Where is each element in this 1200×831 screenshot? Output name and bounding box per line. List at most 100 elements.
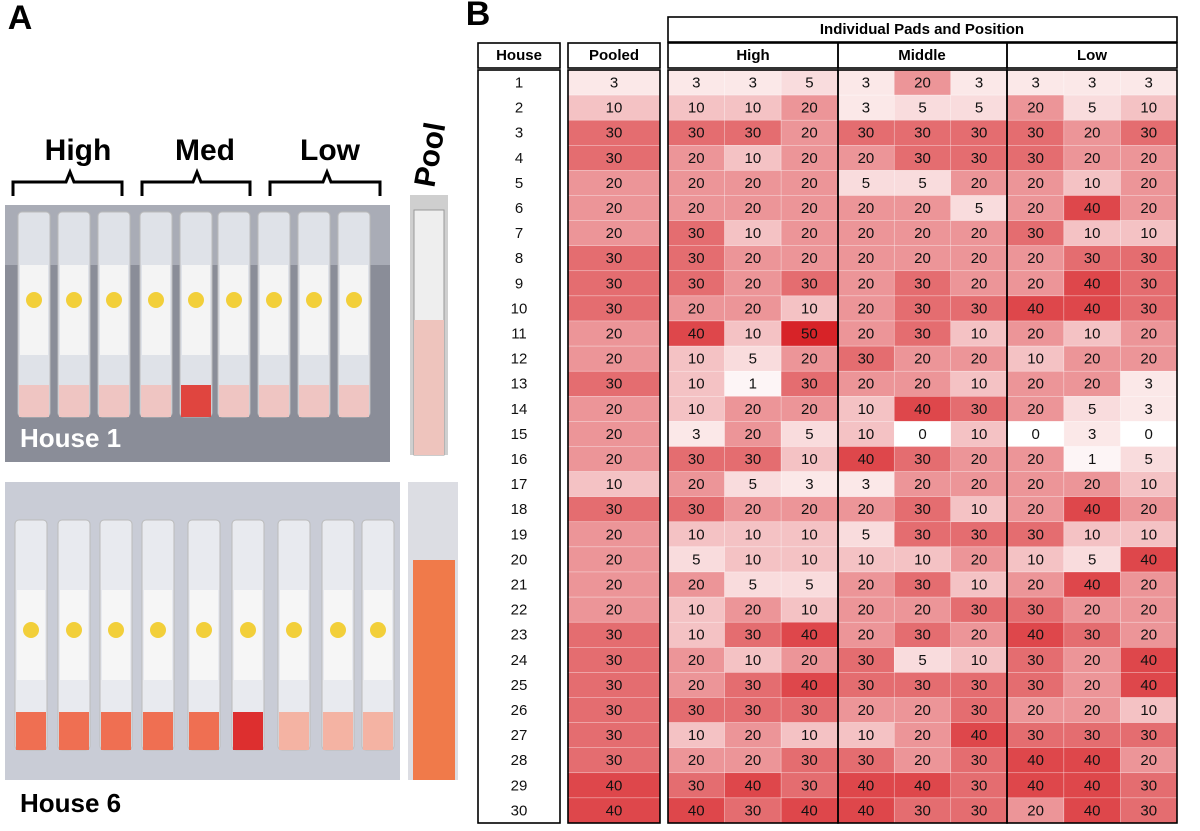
cell-value: 20 [606, 526, 623, 543]
cell-value: 10 [744, 100, 761, 117]
cell-value: 20 [858, 225, 875, 242]
cell-value: 30 [914, 300, 931, 317]
cell-value: 20 [744, 200, 761, 217]
heat-cell [950, 521, 1008, 548]
vial-liquid [143, 712, 173, 750]
cell-value: 30 [914, 326, 931, 343]
cell-value: 20 [1140, 627, 1157, 644]
cell-value: 20 [858, 200, 875, 217]
cell-value: 30 [606, 150, 623, 167]
heat-cell [837, 546, 895, 573]
heat-cell [950, 697, 1008, 723]
cell-value: 20 [1084, 376, 1101, 393]
cell-value: 10 [1084, 225, 1101, 242]
heat-cell [1120, 571, 1178, 598]
cell-value: 30 [971, 677, 988, 694]
heat-cell [667, 245, 725, 272]
heat-cell [667, 145, 725, 171]
cell-value: 20 [801, 150, 818, 167]
vial-liquid [99, 385, 129, 417]
heat-cell [667, 621, 725, 648]
house-number: 30 [511, 802, 528, 819]
brackets [11, 167, 382, 196]
cell-value: 30 [914, 677, 931, 694]
cell-value: 5 [805, 426, 813, 443]
heat-cell [724, 647, 782, 673]
vial-sticker [150, 622, 166, 638]
house-number: 3 [515, 125, 523, 142]
heat-cell [837, 521, 895, 548]
cell-value: 10 [744, 150, 761, 167]
cell-value: 40 [1084, 501, 1101, 518]
cell-value: 10 [914, 551, 931, 568]
cell-value: 3 [805, 476, 813, 493]
heat-cell [893, 320, 952, 347]
cell-value: 20 [914, 727, 931, 744]
heat-cell [950, 747, 1008, 774]
cell-value: 20 [1140, 175, 1157, 192]
cell-value: 20 [744, 275, 761, 292]
heat-cell [1120, 145, 1178, 171]
heat-cell [667, 195, 725, 221]
house-number: 29 [511, 777, 528, 794]
cell-value: 40 [1027, 627, 1044, 644]
cell-value: 10 [971, 326, 988, 343]
heat-cell [893, 596, 952, 623]
cell-value: 20 [971, 351, 988, 368]
cell-value: 20 [1084, 652, 1101, 669]
heat-cell [1063, 145, 1121, 171]
cell-value: 3 [862, 100, 870, 117]
cell-value: 40 [858, 451, 875, 468]
cell-value: 5 [918, 652, 926, 669]
cell-value: 40 [1140, 677, 1157, 694]
house-number: 25 [511, 677, 528, 694]
heat-cell [1063, 446, 1121, 472]
cell-value: 10 [1027, 551, 1044, 568]
header: House [496, 47, 542, 64]
cell-value: 10 [858, 551, 875, 568]
heat-cell [837, 195, 895, 221]
cell-value: 30 [914, 526, 931, 543]
cell-value: 30 [606, 275, 623, 292]
cell-value: 20 [1140, 200, 1157, 217]
cell-value: 10 [801, 602, 818, 619]
heat-cell [724, 471, 782, 497]
heat-cell [567, 546, 661, 573]
heat-cell [837, 295, 895, 322]
heat-cell [567, 596, 661, 623]
cell-value: 30 [606, 727, 623, 744]
cell-value: 20 [1027, 100, 1044, 117]
heat-cell [667, 546, 725, 573]
vial-sticker [66, 292, 82, 308]
heat-cell [1007, 521, 1065, 548]
vial-sticker [266, 292, 282, 308]
vial-liquid [279, 712, 309, 750]
header: Pooled [589, 47, 639, 64]
heat-cell [724, 245, 782, 272]
house-number: 21 [511, 577, 528, 594]
cell-value: 20 [1084, 150, 1101, 167]
heat-cell [780, 722, 838, 748]
cell-value: 30 [606, 627, 623, 644]
cell-value: 5 [805, 75, 813, 92]
cell-value: 20 [971, 225, 988, 242]
cell-value: 20 [1027, 577, 1044, 594]
cell-value: 5 [692, 551, 700, 568]
cell-value: 30 [1140, 250, 1157, 267]
heat-cell [667, 797, 725, 824]
cell-value: 20 [801, 250, 818, 267]
heat-cell [780, 69, 838, 96]
house-number: 26 [511, 702, 528, 719]
heat-cell [780, 170, 838, 196]
heat-cell [567, 195, 661, 221]
heat-cell [780, 370, 838, 397]
cell-value: 10 [688, 100, 705, 117]
house-number: 22 [511, 602, 528, 619]
cell-value: 20 [1027, 451, 1044, 468]
cell-value: 10 [1140, 702, 1157, 719]
table-borders [477, 16, 1178, 824]
heat-cell [893, 722, 952, 748]
heat-cell [724, 320, 782, 347]
cell-value: 0 [1031, 426, 1039, 443]
heat-cell [780, 772, 838, 799]
